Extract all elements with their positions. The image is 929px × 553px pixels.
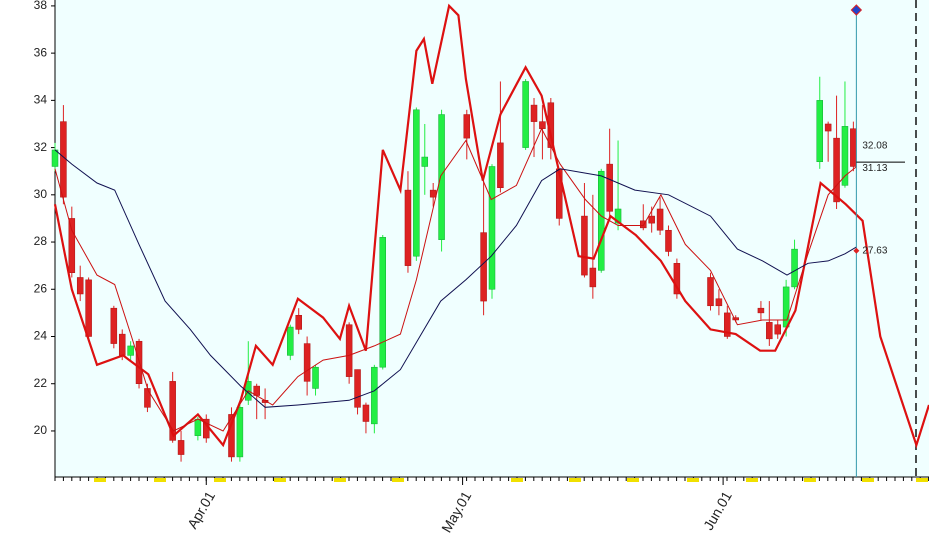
candle-body: [833, 137, 840, 203]
candle-body: [614, 208, 622, 224]
marks-layer: 32.08 31.13 27.63: [51, 3, 929, 477]
x-tick-label: Jun.01: [700, 488, 735, 533]
candle-body: [51, 149, 59, 167]
candle-body: [438, 114, 445, 240]
y-tick-label: 26: [34, 281, 48, 295]
candle-body: [522, 81, 529, 148]
candle-body: [782, 286, 790, 328]
y-tick-label: 32: [34, 140, 48, 154]
y-tick-label: 30: [34, 187, 48, 201]
y-tick-label: 24: [34, 329, 48, 343]
moving-average-line: [53, 3, 929, 449]
axis-marker: [94, 478, 106, 482]
x-tick-label: Apr.01: [184, 488, 218, 531]
candle-body: [127, 345, 134, 356]
candle-body: [757, 307, 765, 314]
axis-marker: [916, 478, 928, 482]
candle-body: [606, 163, 613, 212]
candle-body: [766, 322, 773, 340]
candle-body: [144, 388, 151, 408]
candle-body: [345, 324, 353, 377]
candle-body: [539, 121, 546, 129]
candle-body: [816, 100, 823, 163]
candle-body: [463, 114, 471, 139]
candle-body: [118, 333, 126, 356]
moving-average-line: [54, 149, 857, 408]
candle-body: [404, 189, 412, 266]
cursor-value: 27.63: [862, 245, 887, 256]
candle-body: [581, 215, 588, 276]
candle-body: [228, 414, 235, 458]
candle-body: [598, 170, 605, 271]
x-tick-label: May.01: [438, 488, 474, 535]
candle-body: [85, 279, 92, 337]
candle-body: [413, 109, 420, 257]
axis-marker: [214, 478, 226, 482]
y-tick-label: 22: [34, 376, 48, 390]
candle-body: [362, 404, 370, 422]
axis-marker: [862, 478, 874, 482]
candle-body: [724, 312, 731, 337]
candle-body: [530, 104, 538, 122]
axis-marker: [746, 478, 758, 482]
candle-body: [480, 232, 487, 302]
y-tick-label: 36: [34, 45, 48, 59]
candle-body: [850, 128, 857, 167]
axis-marker: [687, 478, 699, 482]
y-tick-label: 34: [34, 93, 48, 107]
candle-body: [295, 314, 302, 330]
axis-marker: [154, 478, 166, 482]
axis-marker: [804, 478, 816, 482]
candle-body: [194, 418, 202, 436]
candle-body: [732, 317, 739, 321]
y-tick-label: 38: [34, 0, 48, 12]
candle-body: [665, 229, 672, 252]
candle-body: [379, 237, 386, 368]
cursor-marker: [853, 247, 860, 254]
candle-body: [707, 277, 714, 307]
candle-body: [791, 248, 798, 288]
candle-body: [76, 277, 84, 295]
axis-marker: [392, 478, 404, 482]
candle-body: [841, 126, 849, 186]
candle-body: [640, 220, 647, 229]
candle-body: [656, 208, 664, 231]
candle-body: [421, 156, 429, 167]
candle-body: [673, 263, 681, 295]
candle-body: [354, 369, 361, 408]
axis-marker: [511, 478, 523, 482]
axis-marker: [334, 478, 346, 482]
candle-body: [177, 440, 185, 455]
candle-body: [497, 142, 504, 188]
cursor-diamond: [850, 4, 863, 16]
candle-body: [589, 267, 597, 288]
candle-body: [371, 366, 378, 425]
cursor-value: 32.08: [862, 140, 887, 151]
candle-body: [715, 298, 723, 307]
axis-marker: [274, 478, 286, 482]
candle-body: [312, 366, 319, 389]
candle-body: [68, 218, 76, 273]
moving-average-line: [54, 127, 858, 432]
candle-body: [303, 343, 311, 382]
y-tick-label: 28: [34, 234, 48, 248]
candle-body: [429, 189, 437, 198]
candle-body: [110, 307, 118, 344]
candle-body: [287, 326, 294, 356]
axis-marker: [569, 478, 581, 482]
cursor-value: 31.13: [862, 163, 887, 174]
candle-body: [774, 324, 781, 335]
candle-body: [236, 407, 244, 458]
y-tick-label: 20: [34, 423, 48, 437]
candle-body: [824, 123, 832, 132]
candle-body: [169, 381, 176, 441]
candle-body: [648, 215, 655, 224]
axis-marker: [627, 478, 639, 482]
candle-body: [488, 166, 496, 290]
